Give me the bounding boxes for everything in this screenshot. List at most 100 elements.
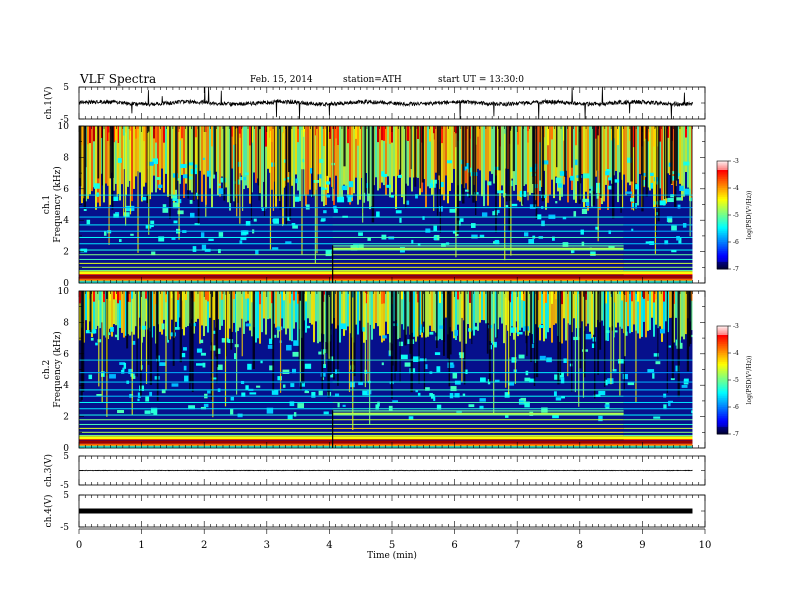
y-axis-label: ch.4(V) (43, 495, 54, 528)
spectrogram-cell (255, 249, 259, 255)
spectrogram-streak (468, 126, 471, 198)
spectrogram-cell (115, 126, 117, 184)
narrowband-line (332, 395, 624, 397)
spectrogram-cell (580, 229, 584, 235)
spectrogram-streak (421, 291, 423, 333)
spectrogram-cell (461, 126, 463, 185)
spectrogram-cell (471, 234, 478, 239)
spectrogram-cell (543, 291, 545, 304)
spectrogram-cell (591, 343, 596, 348)
spectrogram-cell (235, 126, 237, 144)
spectrogram-cell (433, 396, 436, 402)
spectrogram-cell (271, 389, 279, 395)
spectrogram-cell (411, 126, 413, 192)
spectrogram-cell (256, 385, 261, 388)
spectrogram-cell (103, 230, 107, 236)
spectrogram-cell (177, 210, 184, 215)
spectrogram-cell (457, 291, 459, 325)
spectrogram-cell (605, 126, 607, 185)
spectrogram-cell (295, 178, 298, 184)
spectrogram-cell (130, 205, 135, 211)
spectrogram-cell (119, 362, 125, 365)
spectrogram-streak (279, 294, 282, 393)
spectrogram-cell (195, 291, 197, 322)
spectrogram-cell (679, 126, 681, 184)
spectrogram-cell (664, 240, 669, 245)
spectrogram-cell (663, 393, 667, 398)
spectrogram-cell (234, 353, 237, 360)
spectrogram-streak (583, 291, 586, 378)
spectrogram-cell (307, 126, 309, 195)
spectrogram-cell (450, 386, 457, 392)
spectrogram-cell (333, 126, 335, 146)
spectrogram-cell (282, 369, 290, 374)
spectrogram-cell (687, 126, 689, 188)
spectrogram-cell (468, 404, 475, 408)
spectrogram-streak (89, 291, 92, 333)
spectrogram-streak (82, 291, 85, 392)
spectrogram-streak (165, 294, 167, 391)
start-time-label: start UT = 13:30:0 (438, 75, 524, 85)
spectrogram-cell (569, 291, 571, 325)
colorbar-cell (717, 222, 728, 225)
spectrogram-cell (629, 291, 631, 334)
spectrogram-streak (179, 291, 182, 363)
colorbar-cell (717, 220, 728, 223)
spectrogram-cell (171, 383, 179, 387)
spectrogram-streak (223, 126, 226, 201)
spectrogram-cell (563, 126, 565, 141)
spectrogram-cell (261, 207, 266, 211)
spectrogram-cell (151, 251, 156, 256)
spectrogram-streak (409, 291, 412, 354)
spectrogram-cell (463, 369, 468, 375)
spectrogram-cell (517, 126, 519, 201)
spectrogram-cell (293, 126, 295, 208)
spectrogram-cell (637, 291, 639, 302)
spectrogram-streak (288, 126, 291, 173)
colorbar-cell (717, 374, 728, 377)
narrowband-line (79, 445, 333, 447)
colorbar-cell (717, 405, 728, 408)
spectrogram-cell (185, 291, 187, 328)
spectrogram-cell (417, 291, 419, 303)
spectrogram-cell (679, 185, 684, 191)
spectrogram-cell (211, 330, 216, 334)
spectrogram-cell (523, 126, 525, 186)
spectrogram-streak (321, 291, 324, 343)
spectrogram-cell (667, 197, 674, 203)
spectrogram-cell (559, 171, 567, 176)
spectrogram-cell (196, 363, 203, 366)
spectrogram-cell (453, 291, 455, 339)
narrowband-line (79, 408, 333, 410)
spectrogram-cell (143, 126, 145, 142)
colorbar-cell (717, 245, 728, 248)
spectrogram-streak (620, 126, 622, 213)
spectrogram-cell (481, 126, 483, 197)
colorbar-cell (717, 234, 728, 238)
spectrogram-cell (517, 331, 523, 335)
spectrogram-streak (353, 291, 356, 377)
spectrogram-cell (303, 126, 305, 137)
spectrogram-cell (339, 323, 347, 330)
spectrogram-cell (257, 291, 259, 339)
spectrogram-cell (631, 228, 634, 232)
spectrogram-cell (135, 126, 137, 139)
spectrogram-streak (405, 126, 407, 209)
spectrogram-cell (491, 341, 497, 345)
spectrogram-streak (599, 126, 602, 198)
spectrogram-cell (570, 175, 575, 181)
narrowband-line (79, 434, 333, 436)
spectrogram-streak (582, 296, 585, 398)
spectrogram-cell (377, 401, 380, 407)
spectrogram-cell (510, 327, 517, 333)
spectrogram-cell (547, 291, 549, 333)
spectrogram-cell (346, 195, 354, 198)
narrowband-line (79, 194, 333, 196)
spectrogram-cell (609, 126, 611, 180)
colorbar-cell (717, 263, 728, 266)
spectrogram-cell (145, 126, 147, 183)
spectrogram-cell (171, 237, 176, 240)
spectrogram-cell (313, 126, 315, 196)
spectrogram-cell (431, 126, 433, 195)
spectrogram-cell (681, 291, 683, 337)
